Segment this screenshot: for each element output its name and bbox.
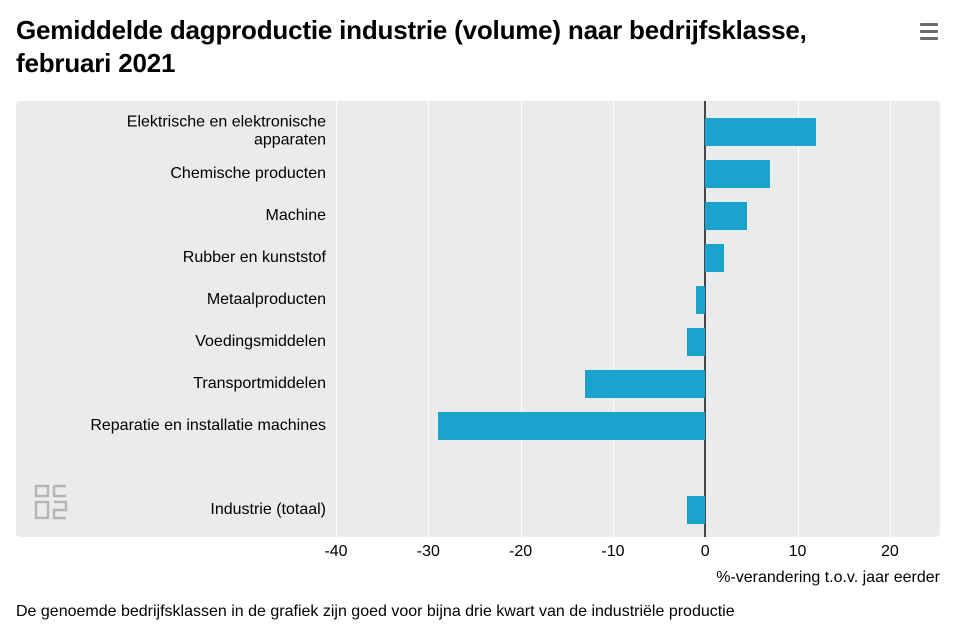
category-label: Elektrische en elektronische apparaten xyxy=(26,114,326,151)
x-tick-label: -10 xyxy=(601,543,624,561)
category-label: Metaalproducten xyxy=(26,291,326,309)
category-label: Chemische producten xyxy=(26,165,326,183)
x-tick-label: 0 xyxy=(701,543,710,561)
chart-container: -40 -30 -20 -10 0 10 20 Elektrische en elektron… xyxy=(16,101,942,573)
bar xyxy=(705,202,747,230)
cbs-logo xyxy=(34,484,72,525)
gridline xyxy=(890,101,891,537)
x-axis-label: %-verandering t.o.v. jaar eerder xyxy=(716,569,940,587)
bar xyxy=(687,328,705,356)
category-label: Reparatie en installatie machines xyxy=(26,417,326,435)
bar xyxy=(438,412,706,440)
category-label: Transportmiddelen xyxy=(26,375,326,393)
x-tick-label: -40 xyxy=(324,543,347,561)
gridline xyxy=(798,101,799,537)
category-label: Machine xyxy=(26,207,326,225)
bar xyxy=(585,370,705,398)
footnote: De genoemde bedrijfsklassen in de grafie… xyxy=(16,603,942,621)
category-label: Rubber en kunststof xyxy=(26,249,326,267)
plot-area: -40-30-20-1001020Elektrische en elektron… xyxy=(336,101,936,573)
gridline xyxy=(613,101,614,537)
bar xyxy=(705,118,816,146)
gridline xyxy=(428,101,429,537)
hamburger-menu-icon[interactable] xyxy=(920,20,942,42)
bar xyxy=(705,244,723,272)
chart-title: Gemiddelde dagproductie industrie (volum… xyxy=(16,14,816,79)
gridline xyxy=(336,101,337,537)
category-label: Voedingsmiddelen xyxy=(26,333,326,351)
bar xyxy=(705,160,770,188)
bar xyxy=(696,286,705,314)
x-tick-label: 10 xyxy=(789,543,807,561)
gridline xyxy=(521,101,522,537)
x-tick-label: -20 xyxy=(509,543,532,561)
bar xyxy=(687,496,705,524)
x-tick-label: -30 xyxy=(417,543,440,561)
x-tick-label: 20 xyxy=(881,543,899,561)
